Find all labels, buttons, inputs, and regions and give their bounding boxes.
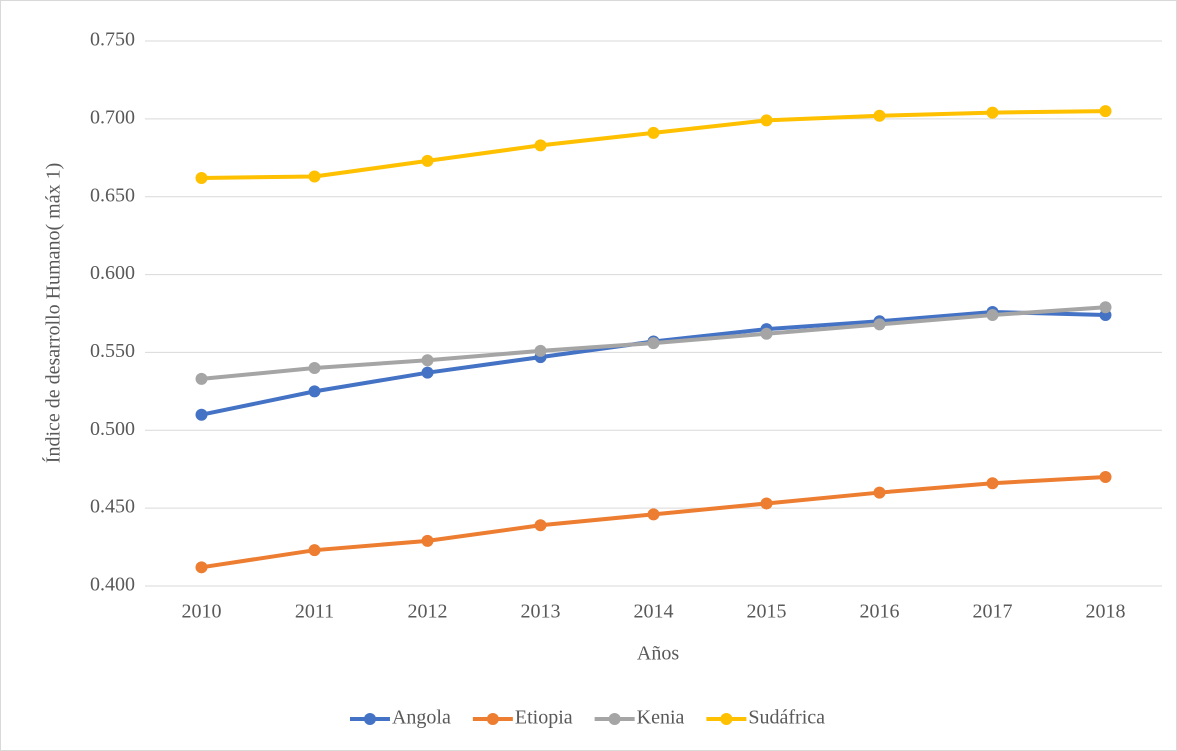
y-tick-label: 0.500: [90, 418, 135, 440]
legend-marker: [363, 713, 376, 725]
point: [421, 534, 434, 547]
point: [986, 477, 999, 490]
legend-marker: [486, 713, 499, 725]
x-tick-label: 2011: [295, 601, 334, 623]
x-axis-label: Años: [637, 643, 679, 665]
point: [760, 497, 773, 510]
y-tick-label: 0.650: [90, 184, 135, 206]
point: [195, 172, 208, 185]
x-tick-label: 2010: [182, 601, 222, 623]
x-tick-label: 2017: [973, 601, 1013, 623]
y-tick-label: 0.450: [90, 496, 135, 518]
point: [195, 561, 208, 574]
x-tick-label: 2016: [860, 601, 900, 623]
point: [873, 486, 886, 499]
y-tick-label: 0.400: [90, 574, 135, 596]
point: [873, 109, 886, 122]
y-tick-label: 0.700: [90, 106, 135, 128]
legend-label: Angola: [392, 707, 451, 729]
point: [421, 154, 434, 167]
x-tick-label: 2015: [747, 601, 787, 623]
point: [760, 327, 773, 340]
legend-label: Etiopia: [515, 707, 573, 729]
x-tick-label: 2018: [1086, 601, 1126, 623]
legend-marker: [608, 713, 621, 725]
x-tick-label: 2012: [408, 601, 448, 623]
point: [308, 385, 321, 398]
point: [760, 114, 773, 127]
point: [195, 372, 208, 385]
point: [647, 126, 660, 139]
point: [308, 170, 321, 183]
point: [195, 408, 208, 421]
point: [534, 139, 547, 152]
legend-label: Sudáfrica: [748, 707, 825, 729]
point: [873, 318, 886, 331]
point: [647, 508, 660, 521]
y-tick-label: 0.600: [90, 262, 135, 284]
point: [647, 337, 660, 350]
point: [534, 519, 547, 532]
x-tick-label: 2013: [521, 601, 561, 623]
point: [986, 106, 999, 119]
legend-label: Kenia: [637, 707, 685, 729]
point: [308, 362, 321, 374]
y-tick-label: 0.550: [90, 340, 135, 362]
point: [1099, 105, 1112, 118]
point: [1099, 301, 1112, 314]
point: [421, 366, 434, 379]
point: [534, 344, 547, 357]
point: [986, 309, 999, 322]
y-tick-label: 0.750: [90, 29, 135, 51]
x-tick-label: 2014: [634, 601, 674, 623]
y-axis-label: Índice de desarrollo Humano( máx 1): [42, 163, 65, 463]
point: [421, 354, 434, 367]
legend-marker: [720, 713, 733, 725]
point: [308, 544, 321, 557]
point: [1099, 471, 1112, 483]
